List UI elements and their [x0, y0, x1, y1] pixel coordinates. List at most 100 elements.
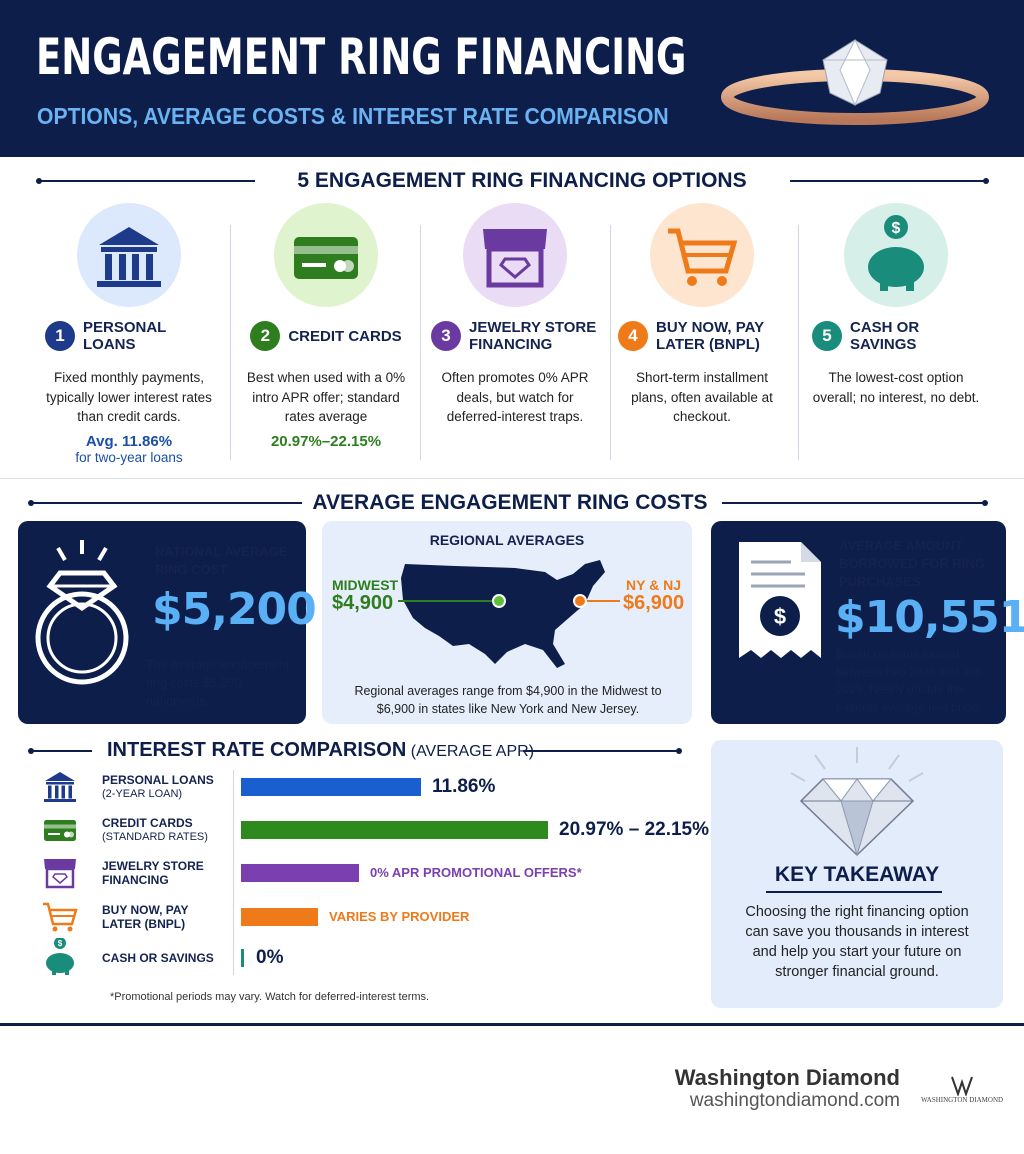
divider: [798, 225, 799, 460]
rates-subtitle: (AVERAGE APR): [410, 743, 535, 760]
option-icon: $: [844, 203, 948, 307]
brand: Washington Diamond: [674, 1065, 900, 1090]
heading-rule: [523, 750, 678, 752]
option-highlight: Avg. 11.86%: [85, 432, 173, 450]
icon-part: [68, 831, 74, 838]
rate-value: 0%: [256, 947, 284, 968]
icon-part: [668, 228, 738, 274]
icon-part: [790, 772, 806, 782]
divider: [610, 225, 611, 460]
rates-heading: INTEREST RATE COMPARISON (AVERAGE APR): [107, 739, 534, 762]
logo-text: WASHINGTON DIAMOND: [920, 1096, 1004, 1104]
icon-part: [951, 1076, 973, 1096]
ring-image: [721, 38, 989, 125]
option-highlight: 20.97%–22.15%: [270, 432, 382, 450]
option-icon: [77, 203, 181, 307]
takeaway-title: KEY TAKEAWAY: [774, 863, 940, 886]
icon-part: [821, 778, 893, 802]
icon-part: [54, 938, 66, 949]
icon-part: [401, 560, 605, 668]
option-header: 5 CASH OR SAVINGS: [801, 318, 991, 354]
option-description: Short-term installment plans, often avai…: [631, 370, 773, 424]
icon-part: [52, 926, 58, 932]
icon-part: $: [774, 604, 786, 629]
option-description: Best when used with a 0% intro APR offer…: [246, 370, 406, 424]
midwest-connector: [398, 600, 498, 602]
heading-dot: [28, 500, 34, 506]
option-header: 3 JEWELRY STORE FINANCING: [420, 318, 610, 354]
icon-part: [67, 926, 73, 932]
nynj-value: $6,900: [623, 592, 685, 614]
icon-part: [46, 953, 74, 973]
icon-part: [868, 247, 924, 287]
option-title: JEWELRY STORE FINANCING: [469, 319, 597, 353]
icon-part: $: [46, 938, 74, 975]
national-description: The average engagement ring costs $5,200…: [146, 658, 290, 708]
icon-part: [908, 772, 924, 782]
option-title: CREDIT CARDS: [288, 327, 402, 345]
nynj-dot: [573, 594, 587, 608]
rate-value: 11.86%: [432, 776, 496, 797]
option: 2 CREDIT CARDS Best when used with a 0% in…: [231, 318, 421, 450]
heading-dot: [676, 748, 682, 754]
icon-part: [99, 227, 159, 245]
icon-part: [101, 247, 157, 252]
title: ENGAGEMENT RING FINANCING: [36, 28, 687, 86]
heading-dot: [982, 500, 988, 506]
option-icon: [650, 203, 754, 307]
diamond-icon: [790, 747, 924, 857]
icon-part: [52, 969, 56, 975]
borrowed-description: Based on loans funded between Feb 2025 a…: [836, 647, 982, 714]
rate-value: 0% APR PROMOTIONAL OFFERS*: [370, 865, 582, 880]
icon-part: [790, 747, 924, 782]
national-card: [18, 521, 306, 724]
icon-part: [44, 859, 76, 869]
icon-part: [717, 276, 727, 286]
icon-part: [43, 902, 78, 932]
borrowed-value: $10,551: [835, 592, 1024, 643]
option: 5 CASH OR SAVINGS The lowest-cost option o…: [801, 318, 991, 407]
icon-part: [888, 754, 900, 770]
logo-mark: [951, 1076, 973, 1096]
icon-part: [97, 227, 161, 287]
national-label: NATIONAL AVERAGE RING COST: [155, 544, 288, 577]
regional-description: Regional averages range from $4,900 in t…: [354, 684, 662, 716]
rate-bar: [241, 821, 548, 839]
icon-part: [499, 257, 531, 279]
section-heading: 5 ENGAGEMENT RING FINANCING OPTIONS: [297, 169, 747, 192]
rates-axis: [233, 770, 234, 975]
option-description: Often promotes 0% APR deals, but watch f…: [441, 370, 589, 424]
icon-part: [56, 546, 67, 562]
icon-part: [483, 229, 547, 288]
rate-name: BUY NOW, PAY LATER (BNPL): [102, 903, 227, 931]
option-number: 1: [45, 321, 75, 351]
rate-icon: [44, 859, 76, 889]
icon-part: [44, 799, 76, 802]
icon-part: [302, 263, 326, 267]
takeaway-text: Choosing the right financing option can …: [745, 904, 969, 980]
icon-part: [44, 820, 76, 841]
icon-part: [760, 596, 800, 636]
option-header: 1 PERSONAL LOANS: [34, 318, 224, 354]
icon-part: [44, 772, 76, 802]
heading-rule: [32, 502, 302, 504]
option-title: BUY NOW, PAY LATER (BNPL): [656, 319, 764, 353]
heading-rule: [722, 502, 984, 504]
icon-part: [814, 754, 826, 770]
icon-part: $: [868, 215, 924, 291]
option-description: The lowest-cost option overall; no inter…: [812, 370, 980, 405]
icon-part: [906, 279, 914, 291]
rate-bar: [241, 864, 359, 882]
option-title: PERSONAL LOANS: [83, 319, 167, 353]
icon-part: [44, 820, 76, 841]
borrowed-label: AVERAGE AMOUNT BORROWED FOR RING PURCHAS…: [839, 538, 985, 589]
option-icon: [274, 203, 378, 307]
receipt-icon: $: [739, 542, 821, 658]
icon-part: [294, 237, 358, 279]
rate-name: JEWELRY STORE FINANCING: [102, 859, 227, 887]
us-map: [401, 560, 605, 668]
heading-rule: [32, 750, 92, 752]
option-highlight-note: for two-year loans: [75, 449, 183, 465]
option-description: Fixed monthly payments, typically lower …: [46, 370, 212, 424]
rate-icon: [44, 772, 76, 802]
